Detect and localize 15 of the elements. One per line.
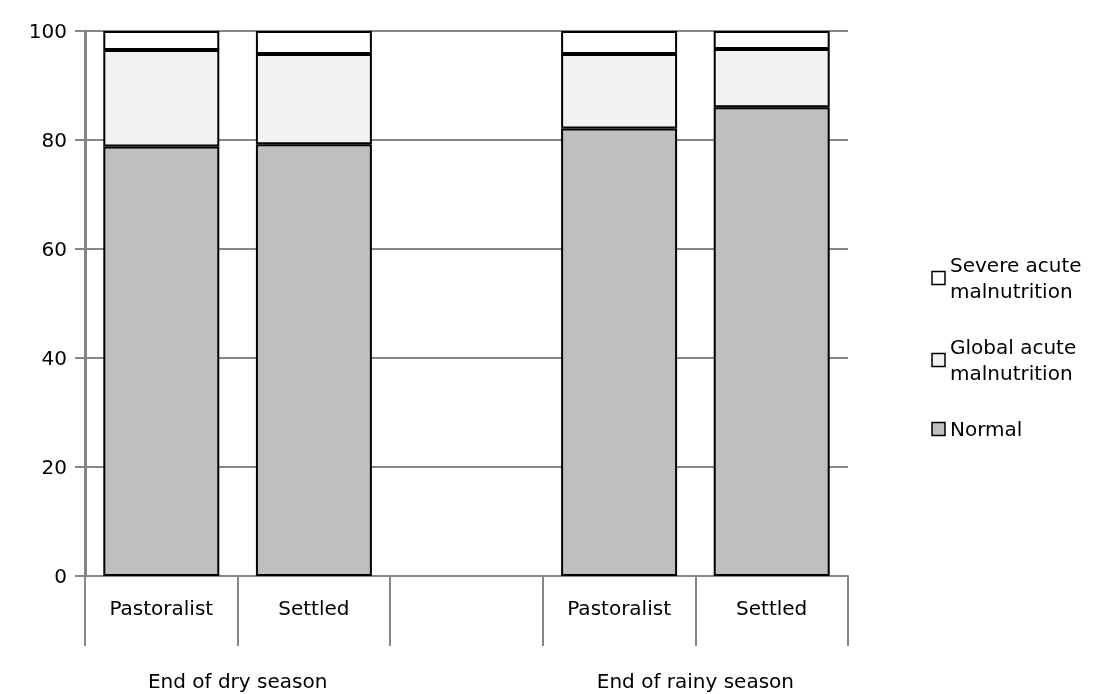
x-tick-label: Settled <box>736 596 808 620</box>
text: End of rainy season <box>596 669 795 693</box>
y-tick-label: 80 <box>41 128 67 152</box>
y-tick-label: 100 <box>28 19 67 43</box>
x-tick-label: Settled <box>278 596 350 620</box>
x-tick-label: Pastoralist <box>109 596 214 620</box>
y-tick-label: 0 <box>54 564 67 588</box>
y-tick-label: 60 <box>41 237 67 261</box>
y-tick-label: 20 <box>41 455 67 479</box>
y-tick-label: 40 <box>41 346 67 370</box>
legend-label: Severe acute malnutrition <box>950 253 1089 303</box>
legend-label: Global acute malnutrition <box>950 335 1083 385</box>
x-tick-label: Pastoralist <box>567 596 672 620</box>
legend-label: Normal <box>950 417 1023 441</box>
text: End of dry season <box>147 669 328 693</box>
